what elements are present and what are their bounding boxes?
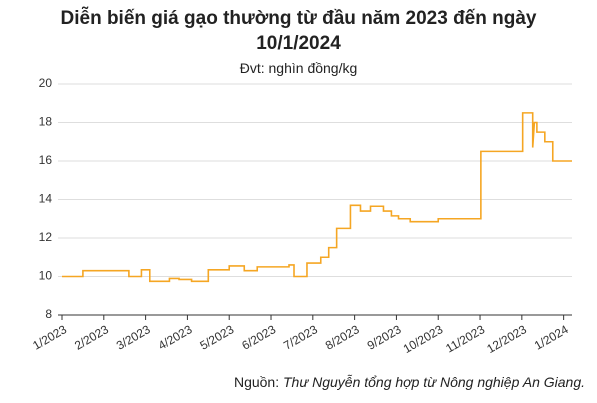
y-tick-label: 20 bbox=[39, 76, 53, 90]
x-tick-label: 5/2023 bbox=[198, 322, 237, 353]
x-tick-label: 11/2023 bbox=[443, 322, 487, 356]
x-tick-label: 3/2023 bbox=[114, 322, 153, 353]
source-text: Thư Nguyễn tổng hợp từ Nông nghiệp An Gi… bbox=[283, 374, 585, 390]
x-tick-label: 7/2023 bbox=[281, 322, 320, 353]
x-tick-label: 4/2023 bbox=[156, 322, 195, 353]
x-tick-label: 1/2023 bbox=[30, 322, 69, 353]
y-tick-label: 16 bbox=[39, 153, 53, 167]
chart-subtitle: Đvt: nghìn đồng/kg bbox=[239, 60, 358, 76]
line-series bbox=[62, 112, 572, 283]
y-tick-label: 8 bbox=[45, 307, 52, 321]
x-tick-label: 10/2023 bbox=[401, 322, 446, 356]
x-tick-label: 1/2024 bbox=[532, 322, 571, 353]
y-tick-label: 18 bbox=[39, 115, 53, 129]
x-tick-label: 6/2023 bbox=[239, 322, 278, 353]
source-label: Nguồn: bbox=[233, 374, 280, 390]
chart-title: Diễn biến giá gạo thường từ đầu năm 2023… bbox=[60, 8, 537, 54]
x-tick-label: 8/2023 bbox=[323, 322, 362, 353]
x-tick-label: 12/2023 bbox=[484, 322, 529, 356]
x-tick-label: 9/2023 bbox=[365, 322, 404, 353]
source: Nguồn: Thư Nguyễn tổng hợp từ Nông nghiệ… bbox=[234, 374, 585, 390]
y-tick-label: 14 bbox=[39, 192, 53, 206]
y-tick-label: 12 bbox=[39, 230, 53, 244]
y-tick-label: 10 bbox=[39, 269, 53, 283]
x-tick-label: 2/2023 bbox=[72, 322, 111, 353]
